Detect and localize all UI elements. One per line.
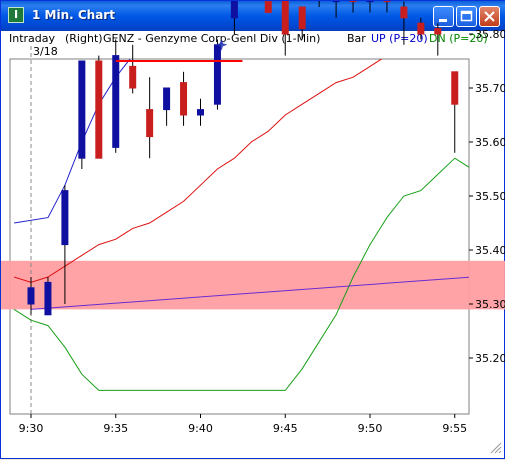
session-date: 3/18 [33,45,58,58]
window-title: 1 Min. Chart [32,8,115,22]
bar-body [112,55,120,148]
y-tick-label: 35.60 [475,136,505,149]
x-tick-label: 9:35 [103,422,128,435]
bar-body [163,87,171,111]
trend-line [30,276,469,310]
moving-average-line [13,59,383,283]
lower-band-line [13,157,469,391]
axis-side-label: (Right) [65,32,103,45]
minimize-icon [439,19,447,22]
bar-body [61,190,69,246]
title-bar[interactable]: I 1 Min. Chart [1,1,505,31]
signal-marker [215,38,228,51]
bar-body [129,65,137,89]
x-tick-label: 9:40 [188,422,213,435]
bar-body [230,1,238,19]
upper-band-line [14,59,131,224]
maximize-icon [460,10,473,22]
bar-body [146,109,154,138]
resize-grip-icon [490,442,502,454]
app-icon: I [8,7,24,23]
bar-body [383,1,391,3]
y-tick-label: 35.70 [475,82,505,95]
up-band-label: UP (P=20) [371,32,428,45]
bar-body [400,6,408,19]
bar-body [44,281,52,316]
bar-style-label: Bar [347,32,366,45]
y-tick-label: 35.80 [475,28,505,41]
highlight-zone [1,260,505,310]
y-tick-label: 35.40 [475,244,505,257]
x-tick-label: 9:45 [273,422,298,435]
x-tick-label: 9:30 [19,422,44,435]
chart-header: Intraday (Right) GENZ - Genzyme Corp-Gen… [9,32,499,46]
bar-body [197,109,204,116]
x-tick-label: 9:50 [358,422,383,435]
minimize-button[interactable] [433,6,454,27]
close-button[interactable] [479,6,500,27]
bar-body [298,6,306,30]
dn-band-label: DN (P=20) [429,32,488,45]
bar-body [417,22,425,35]
bar-body [264,1,272,13]
bar-body [95,60,103,159]
bar-body [78,60,86,159]
bar-body [434,28,442,35]
bar-body [349,1,357,3]
close-icon [484,11,495,22]
bar-body [366,1,374,3]
y-tick-label: 35.20 [475,352,505,365]
bar-body [27,287,35,305]
period-label: Intraday [9,32,56,45]
bar-body [213,44,221,105]
bar-body [332,1,340,3]
y-tick-label: 35.50 [475,190,505,203]
symbol-label: GENZ - Genzyme Corp-Genl Div (1-Min) [103,32,321,45]
plot-frame [9,58,470,415]
maximize-button[interactable] [456,6,477,27]
x-tick-label: 9:55 [442,422,467,435]
y-tick-label: 35.30 [475,298,505,311]
bar-body [180,82,188,116]
bar-body [281,1,289,35]
bar-body [451,71,459,105]
